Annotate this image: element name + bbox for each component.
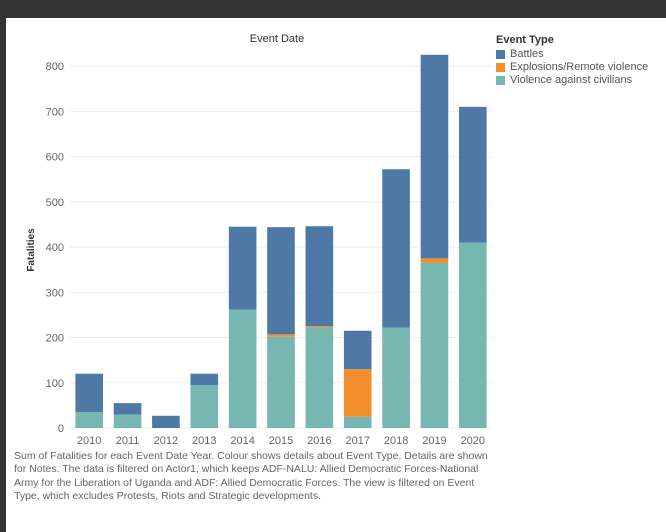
- legend-label-violence: Violence against civilians: [510, 74, 633, 86]
- y-tick-label: 600: [46, 152, 64, 164]
- bar-segment-2020-battles[interactable]: [459, 106, 487, 243]
- bar-segment-2011-battles[interactable]: [113, 403, 142, 415]
- legend-title: Event Type: [496, 34, 554, 46]
- x-tick-label: 2016: [307, 435, 331, 447]
- legend-item-violence[interactable]: Violence against civilians: [496, 74, 666, 87]
- bar-segment-2019-violence-against-civilians[interactable]: [420, 262, 449, 428]
- bar-segment-2014-battles[interactable]: [228, 226, 257, 310]
- bar-segment-2015-explosions-remote-violence[interactable]: [267, 334, 295, 337]
- bar-segment-2019-battles[interactable]: [420, 54, 449, 259]
- bar-segment-2014-violence-against-civilians[interactable]: [228, 309, 257, 428]
- y-tick-label: 100: [46, 378, 64, 390]
- bar-segment-2018-battles[interactable]: [382, 169, 410, 328]
- bar-segment-2017-violence-against-civilians[interactable]: [343, 416, 372, 428]
- bar-segment-2016-violence-against-civilians[interactable]: [305, 327, 334, 428]
- y-tick-label: 200: [46, 333, 64, 345]
- bar-segment-2010-battles[interactable]: [75, 373, 103, 413]
- legend-swatch-violence: [496, 76, 505, 85]
- bar-segment-2018-violence-against-civilians[interactable]: [382, 327, 410, 428]
- bar-segment-2016-explosions-remote-violence[interactable]: [305, 326, 334, 328]
- bar-segment-2015-battles[interactable]: [267, 227, 295, 335]
- legend: Event Type Battles Explosions/Remote vio…: [496, 34, 666, 87]
- chart-panel: Event Date Fatalities 0 100 200 300 400 500 60…: [6, 18, 666, 532]
- x-tick-label: 2010: [77, 435, 101, 447]
- legend-label-explosions: Explosions/Remote violence: [510, 61, 649, 73]
- x-tick-label: 2011: [116, 435, 140, 447]
- legend-item-explosions[interactable]: Explosions/Remote violence: [496, 61, 666, 74]
- legend-label-battles: Battles: [510, 48, 544, 60]
- stacked-bar-chart: Event Date Fatalities 0 100 200 300 400 500 60…: [26, 33, 492, 447]
- chart-title: Event Date: [250, 33, 304, 45]
- bar-segment-2012-battles[interactable]: [152, 415, 180, 428]
- x-tick-label: 2013: [192, 435, 216, 447]
- bar-segment-2017-explosions-remote-violence[interactable]: [343, 369, 372, 417]
- bar-segment-2015-violence-against-civilians[interactable]: [267, 336, 295, 428]
- bar-segment-2017-battles[interactable]: [343, 330, 372, 370]
- x-tick-label: 2014: [230, 435, 254, 447]
- bar-segment-2010-violence-against-civilians[interactable]: [75, 412, 103, 428]
- bar-segment-2020-violence-against-civilians[interactable]: [459, 242, 487, 428]
- bar-segment-2019-explosions-remote-violence[interactable]: [420, 258, 449, 263]
- bar-segment-2016-battles[interactable]: [305, 226, 334, 327]
- y-tick-label: 0: [58, 423, 64, 435]
- bar-segment-2013-violence-against-civilians[interactable]: [190, 385, 219, 428]
- x-tick-label: 2020: [461, 435, 485, 447]
- x-tick-label: 2018: [384, 435, 408, 447]
- chart-caption: Sum of Fatalities for each Event Date Ye…: [14, 450, 488, 503]
- legend-item-battles[interactable]: Battles: [496, 48, 666, 61]
- bar-segment-2011-violence-against-civilians[interactable]: [113, 414, 142, 428]
- y-tick-label: 700: [46, 106, 64, 118]
- y-tick-label: 500: [46, 197, 64, 209]
- bar-segment-2013-battles[interactable]: [190, 373, 219, 386]
- y-tick-label: 300: [46, 287, 64, 299]
- legend-swatch-battles: [496, 50, 505, 59]
- x-tick-label: 2015: [269, 435, 293, 447]
- x-tick-label: 2017: [345, 435, 369, 447]
- y-tick-label: 400: [46, 242, 64, 254]
- y-tick-label: 800: [46, 61, 64, 73]
- legend-swatch-explosions: [496, 63, 505, 72]
- x-tick-label: 2012: [154, 435, 178, 447]
- y-axis-label: Fatalities: [26, 228, 37, 272]
- x-tick-label: 2019: [422, 435, 446, 447]
